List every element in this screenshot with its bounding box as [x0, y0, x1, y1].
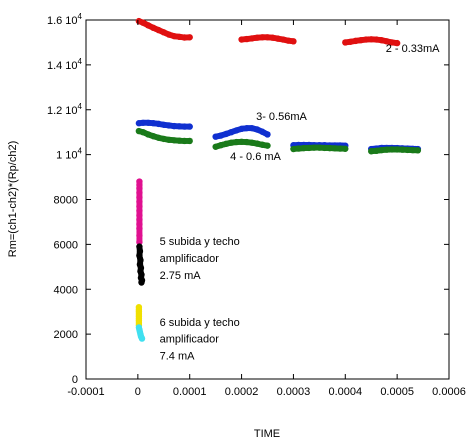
y-tick-label: 6000 [54, 239, 78, 251]
x-tick-label: 0.0001 [173, 386, 207, 398]
y-tick-label-base: 4000 [54, 284, 78, 296]
y-tick-label-base: 1.6 10 [47, 15, 78, 27]
series-0-segment-2 [342, 36, 401, 47]
annotation: 4 - 0.6 mA [230, 151, 281, 163]
series-4-segment-0 [136, 243, 146, 286]
y-tick-label-exponent: 4 [78, 57, 83, 66]
series-5-segment-0 [135, 304, 143, 329]
data-point-fill [138, 278, 145, 285]
annotation: 2.75 mA [160, 270, 202, 282]
series-2-segment-0 [135, 127, 193, 145]
data-point-fill [263, 130, 270, 137]
series-1 [135, 119, 422, 153]
annotation: 2 - 0.33mA [386, 43, 440, 55]
y-tick-label-base: 6000 [54, 239, 78, 251]
data-point-fill [185, 137, 192, 144]
annotation: 3- 0.56mA [256, 111, 307, 123]
y-tick-label-base: 2000 [54, 329, 78, 341]
series-6 [135, 324, 146, 342]
series-6-segment-0 [135, 324, 146, 342]
series-2 [135, 127, 422, 155]
y-tick-label: 1 104 [56, 147, 82, 162]
data-point-fill [185, 34, 192, 41]
series-1-segment-0 [135, 119, 193, 130]
annotation: 5 subida y techo [160, 236, 240, 248]
data-point-fill [289, 38, 296, 45]
y-tick-label-base: 1 10 [56, 150, 77, 162]
data-point-fill [413, 147, 420, 154]
x-tick-label: 0 [135, 386, 141, 398]
y-tick-label-exponent: 4 [78, 102, 83, 111]
data-point-fill [185, 123, 192, 130]
series-3-segment-0 [136, 178, 143, 246]
data-point-fill [137, 332, 144, 339]
y-tick-label: 1.6 104 [47, 12, 83, 27]
x-tick-label: 0.0002 [225, 386, 259, 398]
x-tick-label: 0.0006 [432, 386, 466, 398]
series-3 [136, 178, 143, 246]
annotation: 7.4 mA [160, 351, 196, 363]
marks-layer [135, 17, 422, 342]
y-tick-label: 1.4 104 [47, 57, 83, 72]
series-2-segment-2 [290, 144, 349, 153]
y-tick-label-base: 0 [72, 374, 78, 386]
y-tick-label: 2000 [54, 329, 78, 341]
annotation: amplificador [160, 334, 220, 346]
y-tick-label-base: 1.2 10 [47, 105, 78, 117]
x-tick-label: 0.0005 [380, 386, 414, 398]
y-tick-label-exponent: 4 [78, 12, 83, 21]
series-2-segment-1 [212, 138, 271, 150]
x-tick-label: 0.0004 [328, 386, 362, 398]
y-tick-label-base: 1.4 10 [47, 60, 78, 72]
y-tick-label: 4000 [54, 284, 78, 296]
series-2-segment-3 [368, 146, 422, 155]
y-tick-label: 8000 [54, 195, 78, 207]
y-tick-label: 0 [72, 374, 78, 386]
ticks-layer: -0.0001 0 0.0001 0.0002 0.0003 0.0004 0.0005 0.… [47, 12, 466, 398]
data-point-fill [340, 145, 347, 152]
x-tick-label: 0.0003 [277, 386, 311, 398]
series-0-segment-0 [135, 17, 193, 41]
series-0 [135, 17, 401, 47]
data-point-fill [263, 142, 270, 149]
series-1-segment-1 [212, 124, 271, 140]
annotations-layer: 2 - 0.33mA 3- 0.56mA 4 - 0.6 mA 5 subida y … [160, 43, 441, 363]
y-tick-label: 1.2 104 [47, 102, 83, 117]
x-axis-label: TIME [254, 428, 280, 440]
x-tick-label: -0.0001 [67, 386, 104, 398]
series-4 [136, 243, 146, 286]
annotation: amplificador [160, 253, 220, 265]
data-point-fill [136, 237, 143, 244]
y-tick-label-base: 8000 [54, 195, 78, 207]
series-0-segment-1 [238, 34, 297, 45]
series-5 [135, 304, 143, 329]
y-axis-label: Rm=(ch1-ch2)*(Rp/ch2) [7, 141, 19, 257]
annotation: 6 subida y techo [160, 317, 240, 329]
data-point-fill [392, 39, 399, 46]
y-tick-label-exponent: 4 [78, 147, 83, 156]
